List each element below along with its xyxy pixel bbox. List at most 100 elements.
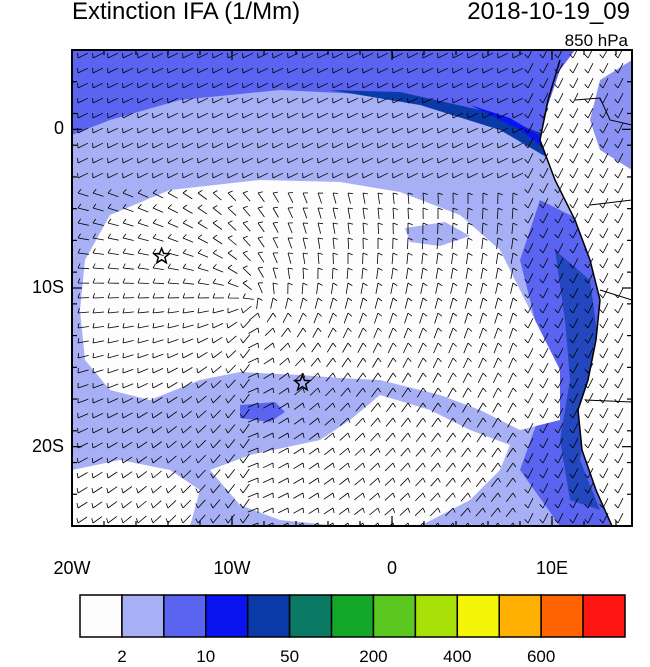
wind-barb <box>614 438 624 449</box>
wind-barb <box>512 112 524 119</box>
wind-barb <box>92 127 104 134</box>
wind-barb <box>362 97 374 104</box>
wind-barb <box>77 112 89 119</box>
wind-barb <box>293 492 305 499</box>
wind-barb <box>554 318 564 329</box>
wind-barb <box>107 203 119 212</box>
wind-barb <box>614 213 624 224</box>
wind-barb <box>569 108 579 119</box>
colorbar-swatch <box>498 594 542 638</box>
wind-barb <box>77 398 89 404</box>
wind-barb <box>167 142 179 149</box>
wind-barb <box>324 447 335 456</box>
markers <box>152 246 312 392</box>
wind-barb <box>407 67 419 74</box>
wind-barb <box>507 387 517 398</box>
wind-barb <box>165 485 177 494</box>
wind-barb <box>400 462 411 472</box>
wind-barb <box>77 142 89 149</box>
wind-barb <box>137 82 149 89</box>
wind-barb <box>452 52 464 59</box>
wind-barb <box>554 138 564 149</box>
wind-barb <box>249 312 260 321</box>
wind-barb <box>294 387 305 396</box>
colorbar <box>79 594 626 638</box>
wind-barb <box>301 282 308 295</box>
wind-barb <box>332 97 344 104</box>
wind-barb <box>509 312 518 324</box>
wind-barb <box>242 82 254 89</box>
wind-barb <box>314 297 323 309</box>
wind-barb <box>197 278 209 285</box>
wind-barb <box>197 142 209 149</box>
wind-barb <box>467 142 479 149</box>
wind-barb <box>240 349 251 359</box>
wind-barb <box>197 189 208 200</box>
wind-barb <box>302 67 314 74</box>
wind-barb <box>107 397 119 404</box>
wind-barb <box>151 397 163 404</box>
wind-barb <box>197 67 209 74</box>
wind-barb <box>462 387 472 398</box>
wind-barb <box>257 172 269 179</box>
wind-barb <box>599 108 609 119</box>
wind-barb <box>287 112 299 119</box>
wind-barb <box>227 190 237 201</box>
wind-barb <box>539 333 549 344</box>
wind-barb <box>554 303 564 314</box>
wind-barb <box>167 337 179 344</box>
wind-barb <box>152 337 164 344</box>
wind-barb <box>419 297 428 309</box>
wind-barb <box>404 312 413 324</box>
wind-barb <box>524 78 534 89</box>
wind-barb <box>182 352 193 359</box>
wind-barb <box>376 252 383 265</box>
wind-barb <box>599 213 609 224</box>
wind-barb <box>362 172 374 179</box>
wind-barb <box>569 243 579 254</box>
map-area <box>72 50 632 526</box>
wind-barb <box>401 402 412 413</box>
wind-barb <box>554 363 564 374</box>
wind-barb <box>569 228 579 239</box>
wind-barb <box>137 127 149 134</box>
wind-barb <box>122 127 134 134</box>
wind-barb <box>302 222 309 234</box>
wind-barb <box>182 97 194 104</box>
wind-barb <box>299 297 308 309</box>
wind-barb <box>391 252 398 265</box>
wind-barb <box>392 237 398 250</box>
wind-barb <box>167 263 179 271</box>
wind-barb <box>569 438 579 449</box>
wind-barb <box>182 112 194 119</box>
wind-barb <box>122 218 134 227</box>
wind-barb <box>212 157 224 164</box>
wind-barb <box>614 423 624 434</box>
colorbar-swatch <box>163 594 207 638</box>
wind-barb <box>452 172 464 179</box>
wind-barb <box>92 67 104 74</box>
wind-barb <box>599 513 609 524</box>
wind-barb <box>539 243 549 254</box>
wind-barb <box>584 513 594 524</box>
wind-barb <box>308 507 320 515</box>
wind-barb <box>92 412 104 419</box>
wind-barb <box>524 273 534 284</box>
wind-barb <box>248 342 259 349</box>
wind-barb <box>242 67 254 74</box>
wind-barb <box>422 82 434 89</box>
wind-barb <box>452 157 464 164</box>
wind-barb <box>152 204 164 213</box>
star-marker <box>292 373 312 392</box>
wind-barb <box>272 157 284 164</box>
wind-barb <box>512 192 518 205</box>
wind-barb <box>180 484 192 494</box>
wind-barb <box>137 112 149 119</box>
wind-barb <box>340 387 351 397</box>
wind-barb <box>599 438 609 449</box>
wind-barb <box>584 273 594 284</box>
wind-barb <box>278 462 289 469</box>
wind-barb <box>180 470 192 479</box>
wind-barb <box>554 63 564 74</box>
